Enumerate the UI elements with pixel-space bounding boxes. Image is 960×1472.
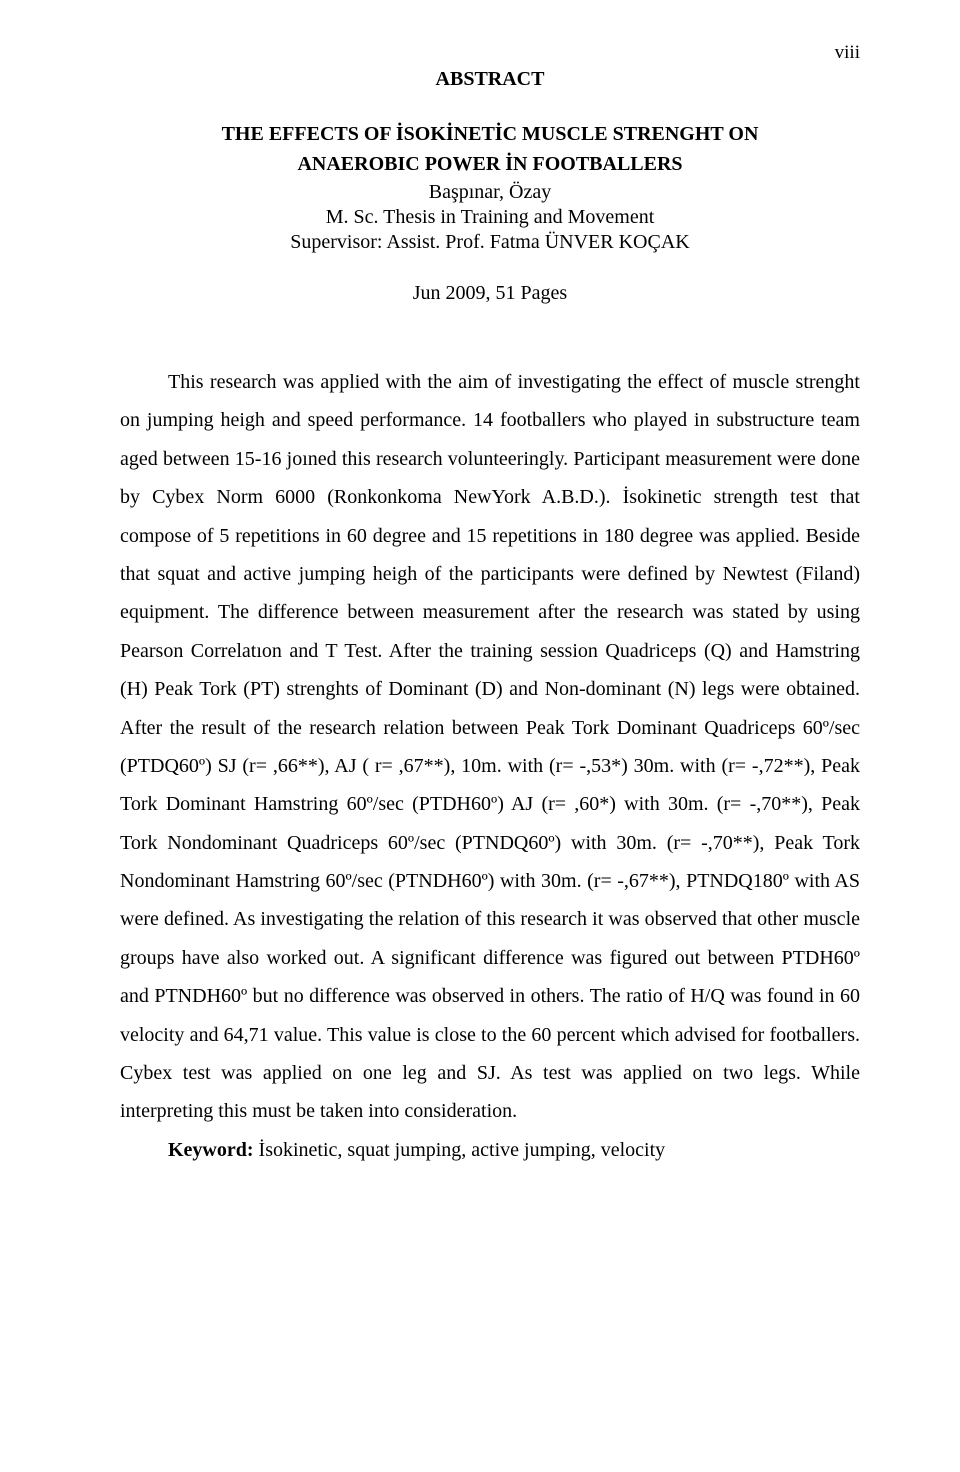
abstract-body: This research was applied with the aim o… <box>120 363 860 1131</box>
supervisor-line: Supervisor: Assist. Prof. Fatma ÜNVER KO… <box>120 231 860 254</box>
heading-block: ABSTRACT THE EFFECTS OF İSOKİNETİC MUSCL… <box>120 68 860 305</box>
paper-title-line2: ANAEROBIC POWER İN FOOTBALLERS <box>120 149 860 179</box>
paper-title-line1: THE EFFECTS OF İSOKİNETİC MUSCLE STRENGH… <box>120 119 860 149</box>
keyword-label: Keyword: <box>168 1139 259 1161</box>
keyword-line: Keyword: İsokinetic, squat jumping, acti… <box>120 1131 860 1169</box>
page-number: viii <box>835 42 860 64</box>
author-name: Başpınar, Özay <box>120 181 860 204</box>
date-line: Jun 2009, 51 Pages <box>120 282 860 305</box>
abstract-heading: ABSTRACT <box>120 68 860 91</box>
keyword-text: İsokinetic, squat jumping, active jumpin… <box>259 1139 666 1161</box>
thesis-line: M. Sc. Thesis in Training and Movement <box>120 206 860 229</box>
